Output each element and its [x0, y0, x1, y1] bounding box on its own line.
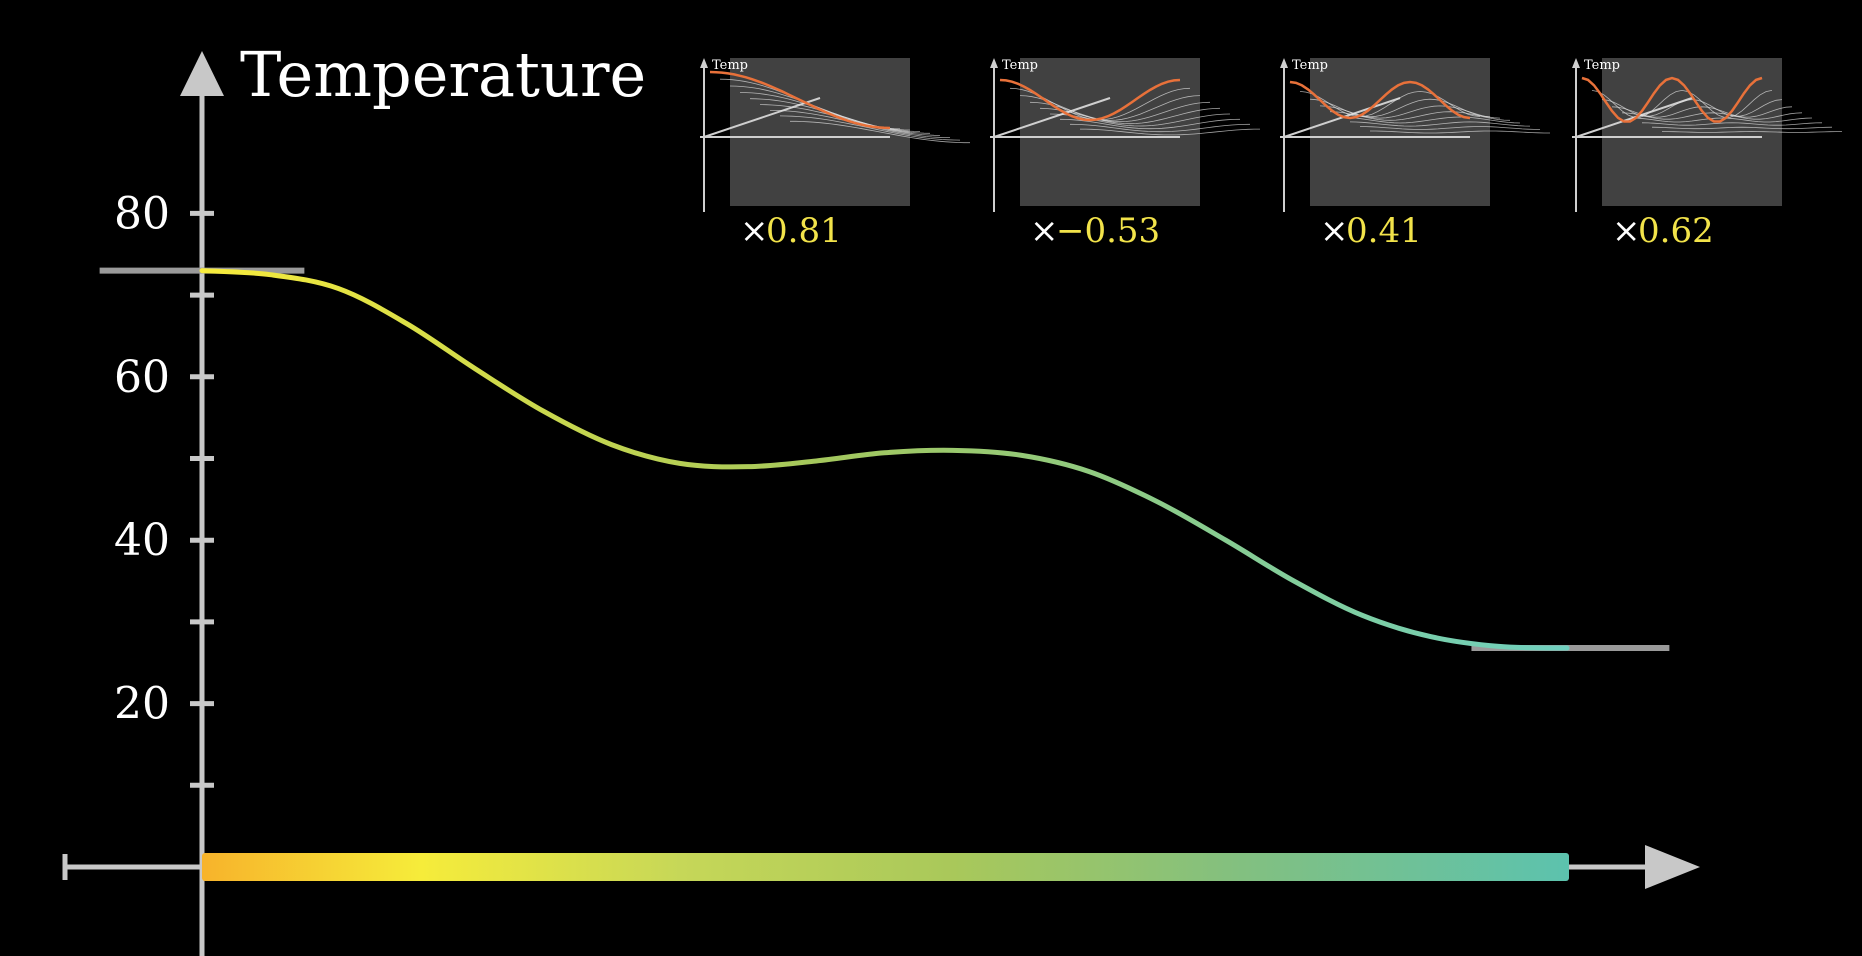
mini-plot: Temp ×0.62 [1572, 58, 1843, 251]
mini-wire [1319, 105, 1501, 119]
boundary-markers [99, 267, 1670, 652]
mini-temp-label: Temp [1002, 58, 1038, 73]
coefficient-label: 0.81 [766, 211, 842, 251]
mini-wire [1029, 101, 1211, 123]
mini-wire [1059, 118, 1241, 130]
rod-bar [202, 853, 1569, 881]
y-tick-label: 40 [114, 515, 170, 566]
y-tick-labels: 80 60 40 20 [114, 188, 170, 729]
mini-wire [1049, 113, 1231, 127]
mini-y-arrow-icon [990, 58, 998, 68]
mini-plot: Temp ×0.81 [700, 58, 970, 251]
mini-temp-label: Temp [1584, 58, 1620, 73]
mini-wire [1339, 116, 1521, 124]
mini-wire [1019, 95, 1201, 121]
mini-wire [1661, 131, 1843, 133]
y-ticks [190, 210, 214, 788]
mini-wire [1641, 122, 1823, 126]
mini-wire [1039, 107, 1221, 125]
mini-wire [1631, 117, 1813, 123]
mini-t-axis [993, 97, 1111, 138]
mini-wire [790, 120, 970, 144]
mini-wire [1611, 106, 1793, 118]
coefficient-label: −0.53 [1056, 211, 1160, 251]
mini-highlight-curve [1581, 76, 1763, 123]
mini-wire [1349, 121, 1531, 127]
mini-plot-panel [1020, 58, 1200, 206]
y-axis-label: Temperature [240, 38, 646, 111]
y-tick-label: 80 [114, 188, 170, 239]
mini-wire [1069, 123, 1251, 133]
coefficient-label: 0.41 [1346, 211, 1422, 251]
mini-wire [1309, 98, 1491, 118]
mini-temp-label: Temp [1292, 58, 1328, 73]
y-axis [180, 51, 224, 956]
y-axis-arrow-icon [180, 51, 224, 96]
multiplier-sign: × [1320, 211, 1349, 251]
multiplier-sign: × [740, 211, 769, 251]
mini-y-arrow-icon [700, 58, 708, 68]
mini-temp-label: Temp [712, 58, 748, 73]
x-axis-arrow-icon [1645, 845, 1700, 889]
y-tick-label: 20 [114, 679, 170, 730]
coefficient-label: 0.62 [1638, 211, 1714, 251]
mini-t-axis [703, 97, 821, 138]
mini-y-arrow-icon [1572, 58, 1580, 68]
y-tick-label: 60 [114, 352, 170, 403]
mini-y-arrow-icon [1280, 58, 1288, 68]
mini-highlight-curve [1289, 80, 1471, 120]
mini-plot: Temp ×0.41 [1280, 58, 1550, 251]
mini-wire [1651, 126, 1833, 130]
mini-plot: Temp ×−0.53 [990, 58, 1260, 251]
mini-wire [759, 104, 941, 136]
mini-wire [1080, 128, 1260, 136]
mini-highlight-curve [709, 70, 891, 130]
mini-wire [1591, 89, 1773, 118]
mini-wire [779, 115, 961, 141]
mini-highlight-curve [999, 78, 1181, 122]
temperature-curve [199, 268, 1570, 651]
mini-wire [1601, 99, 1783, 117]
multiplier-sign: × [1612, 211, 1641, 251]
mini-wire [1360, 126, 1540, 130]
mini-wire [1370, 130, 1550, 134]
mini-wire [1621, 112, 1803, 120]
multiplier-sign: × [1030, 211, 1059, 251]
mini-wire [749, 98, 931, 134]
